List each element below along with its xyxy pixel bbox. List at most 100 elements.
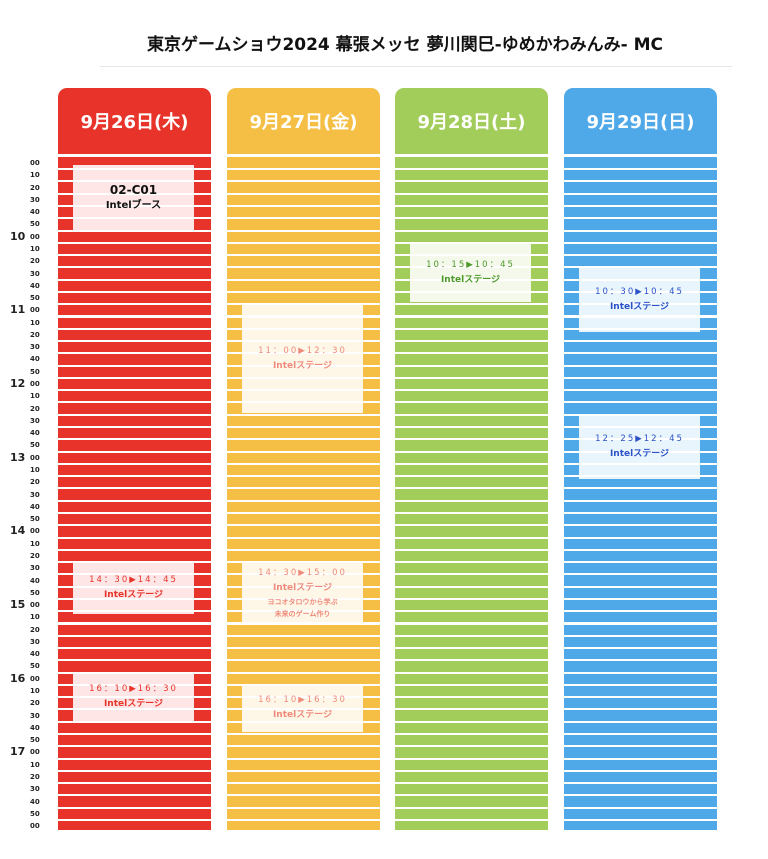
time-slot	[564, 182, 717, 193]
time-slot	[564, 256, 717, 267]
time-slot	[227, 735, 380, 746]
event-text: 10：30▶10：45	[595, 286, 684, 297]
time-slot	[395, 747, 548, 758]
minute-label: 00	[30, 232, 40, 241]
time-slot	[58, 378, 211, 390]
time-slot	[564, 378, 717, 390]
event-text: Intelステージ	[272, 583, 333, 593]
time-slot	[395, 771, 548, 783]
event-box: 10：30▶10：45 Intelステージ	[579, 267, 700, 332]
event-box: 14：30▶14：45 Intelステージ	[73, 562, 194, 614]
time-slot	[564, 550, 717, 562]
time-slot	[227, 194, 380, 205]
time-slot	[227, 415, 380, 426]
time-slot	[395, 428, 548, 439]
time-slot	[395, 636, 548, 648]
time-slot	[564, 649, 717, 660]
time-slot	[395, 673, 548, 684]
time-slot	[58, 538, 211, 549]
minute-label: 10	[30, 392, 40, 401]
time-slot	[227, 206, 380, 218]
event-text: ヨコオタロウから学ぶ	[267, 598, 338, 606]
time-slot	[564, 575, 717, 586]
time-slot	[58, 649, 211, 660]
time-slot	[564, 170, 717, 181]
time-slot	[58, 354, 211, 365]
time-slot	[564, 477, 717, 488]
time-slot	[227, 231, 380, 242]
time-slot	[227, 513, 380, 525]
event-text: Intelステージ	[609, 301, 670, 312]
time-slot	[227, 268, 380, 279]
time-slot	[395, 342, 548, 353]
minute-label: 50	[30, 662, 40, 671]
time-slot	[564, 722, 717, 733]
event-text: 14：30▶14：45	[89, 575, 178, 585]
time-slot	[227, 673, 380, 684]
minute-label: 00	[30, 380, 40, 389]
time-slot	[564, 243, 717, 255]
day-header: 9月28日(土)	[395, 88, 548, 154]
time-slot	[564, 599, 717, 611]
minute-label: 20	[30, 257, 40, 266]
minute-label: 40	[30, 429, 40, 438]
minute-label: 10	[30, 244, 40, 253]
minute-label: 50	[30, 809, 40, 818]
time-slot	[395, 513, 548, 525]
time-slot	[395, 170, 548, 181]
minute-label: 20	[30, 404, 40, 413]
time-slot	[395, 722, 548, 733]
time-slot	[564, 784, 717, 795]
time-slot	[395, 820, 548, 830]
time-slot	[564, 342, 717, 353]
time-slot	[227, 280, 380, 291]
time-slot	[395, 477, 548, 488]
hour-label: 15	[10, 598, 26, 612]
time-slot	[58, 366, 211, 377]
time-slot	[58, 292, 211, 304]
time-slot	[564, 194, 717, 205]
time-slot	[395, 735, 548, 746]
time-slot	[395, 698, 548, 709]
hour-label: 17	[10, 745, 26, 759]
minute-label: 50	[30, 294, 40, 303]
event-text: 10：15▶10：45	[426, 259, 515, 270]
minute-label: 40	[30, 281, 40, 290]
time-slot	[564, 329, 717, 341]
time-slot	[395, 182, 548, 193]
minute-label: 00	[30, 601, 40, 610]
time-slot	[58, 268, 211, 279]
time-slot	[564, 636, 717, 648]
minute-label: 40	[30, 650, 40, 659]
time-slot	[227, 464, 380, 476]
time-slot	[564, 403, 717, 414]
hour-label: 14	[10, 524, 26, 538]
time-slot	[58, 661, 211, 672]
time-slot	[564, 587, 717, 598]
time-slot	[58, 464, 211, 476]
time-slot	[564, 354, 717, 365]
day-header: 9月29日(日)	[564, 88, 717, 154]
minute-label: 00	[30, 527, 40, 536]
minute-label: 30	[30, 711, 40, 720]
event-text: 02-C01	[109, 182, 158, 197]
minute-label: 50	[30, 515, 40, 524]
time-slot	[564, 219, 717, 230]
time-slot	[395, 759, 548, 770]
time-slot	[395, 231, 548, 242]
event-text: 16：10▶16：30	[258, 695, 347, 705]
time-slot	[58, 722, 211, 733]
minute-label: 00	[30, 822, 40, 831]
time-slot	[395, 538, 548, 549]
time-slot	[58, 796, 211, 807]
event-box: 16：10▶16：30 Intelステージ	[73, 672, 194, 722]
minute-label: 10	[30, 171, 40, 180]
day-header: 9月27日(金)	[227, 88, 380, 154]
minute-label: 00	[30, 674, 40, 683]
time-slot	[564, 735, 717, 746]
time-slot	[564, 538, 717, 549]
minute-label: 40	[30, 208, 40, 217]
minute-label: 40	[30, 576, 40, 585]
minute-label: 20	[30, 625, 40, 634]
